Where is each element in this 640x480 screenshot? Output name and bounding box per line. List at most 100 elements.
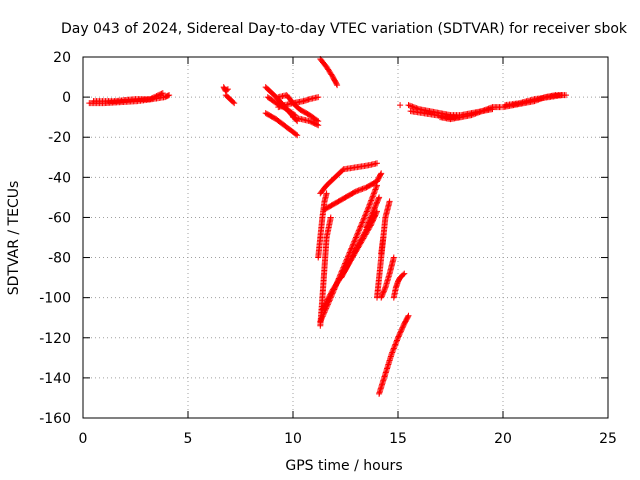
data-point [361,215,368,222]
data-point [318,316,325,323]
data-point [359,218,366,225]
series-arc-02 [90,90,166,105]
data-point [365,220,372,227]
data-point [374,199,380,206]
data-point [357,223,364,230]
data-point [315,122,322,129]
series-arc-14 [321,170,385,213]
data-point [321,302,328,309]
data-point [357,224,364,231]
data-point [380,289,387,296]
data-point [386,198,393,205]
axis-ticks [82,56,609,419]
data-point [349,242,356,249]
data-point [395,333,402,340]
x-tick-label: 20 [494,431,512,447]
data-point [408,103,415,110]
data-point [359,219,366,226]
data-point [350,241,357,248]
data-point [376,194,383,201]
data-point [394,336,401,343]
data-point [148,95,155,102]
data-point [354,230,361,237]
data-point [355,227,362,234]
data-point [351,238,358,245]
data-point [397,102,404,109]
data-point [381,285,388,292]
y-tick-label: -40 [48,170,71,186]
data-point [322,300,329,307]
data-point [378,293,385,300]
data-point [329,287,336,294]
data-point [379,290,386,297]
series-arc-28 [437,104,504,123]
y-tick-label: 0 [62,90,71,106]
data-point [166,92,173,99]
data-point [389,348,396,355]
y-tick-label: -80 [48,251,71,267]
y-tick-label: -20 [48,130,71,146]
data-point [355,229,362,236]
series-arc-09 [275,94,322,111]
data-point [375,195,382,202]
data-point [370,208,377,215]
data-point [362,212,369,219]
data-point [358,186,365,193]
data-point [393,338,400,345]
data-point [471,111,478,118]
data-point [395,334,401,341]
data-point [333,80,340,87]
data-point [393,337,400,344]
data-point [468,112,475,119]
series-arc-21 [378,198,393,257]
data-point [370,192,377,199]
data-point [159,90,166,97]
data-point [327,291,334,298]
series-arc-24 [376,312,412,397]
data-point [476,109,483,116]
data-point [353,188,359,195]
data-point [348,245,355,252]
data-point [230,99,237,106]
data-point [317,318,324,325]
data-point [363,209,370,216]
series-arc-18 [338,212,378,281]
data-point [397,328,404,335]
data-point [372,185,379,192]
data-point [401,270,408,277]
data-point [366,203,373,210]
data-point [374,160,380,167]
data-point [372,186,379,193]
data-point [158,90,165,97]
data-point [390,254,397,261]
data-point [317,317,324,324]
data-point [375,196,382,203]
series-arc-11 [317,56,341,89]
data-point [319,306,326,313]
data-point [378,294,385,301]
data-point [348,244,355,251]
data-point [400,323,407,330]
data-point [231,100,238,107]
data-point [389,349,396,356]
data-point [377,171,384,178]
x-tick-label: 15 [389,431,407,447]
data-point [380,288,387,295]
data-point [320,305,327,312]
data-point [368,197,375,204]
tick-labels: 0 5 10 15 20 25 20 0 -20 -40 -60 -80 -100 -120 -140 -16… [39,50,617,447]
series-arc-03 [220,84,231,95]
data-point [322,301,329,308]
data-point [369,194,376,201]
series-arc-13 [315,190,330,261]
data-point [406,102,413,109]
data-point [365,204,372,211]
data-point [482,106,489,113]
data-point [351,237,358,244]
data-point [152,93,159,100]
data-point [391,342,398,349]
y-tick-label: 20 [53,50,71,66]
data-point [397,329,404,336]
data-point [399,325,406,332]
